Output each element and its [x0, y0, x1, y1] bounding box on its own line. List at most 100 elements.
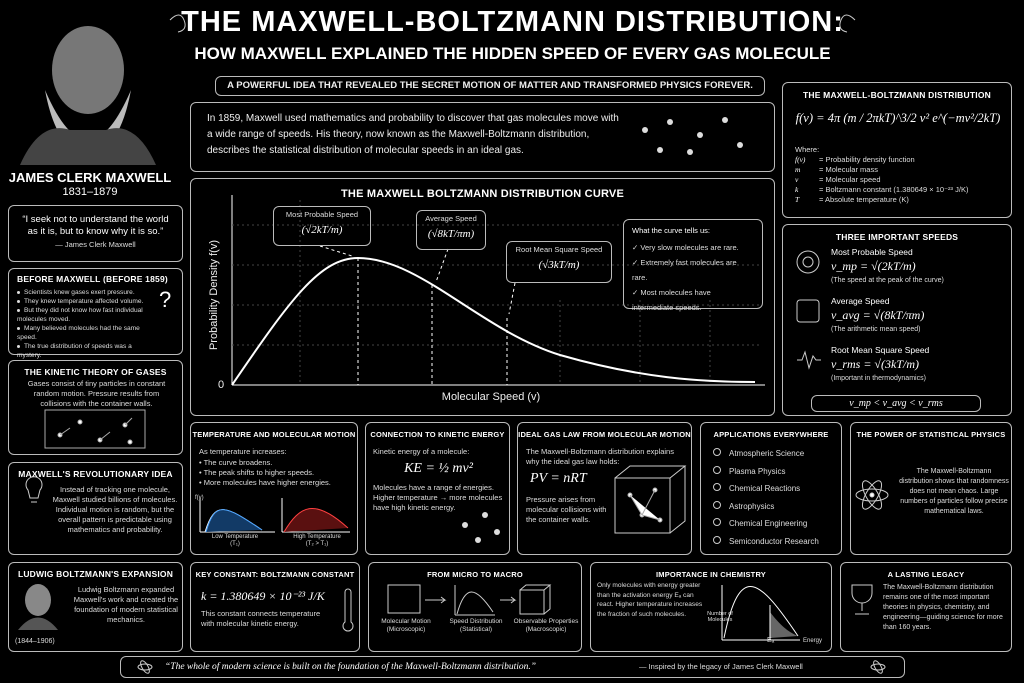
target-icon — [796, 250, 820, 274]
item-text: Semiconductor Research — [729, 536, 819, 546]
step: Observable Properties (Macroscopic) — [511, 618, 581, 634]
annotation: Root Mean Square Speed (√3kT/m) — [506, 241, 612, 283]
list-item: • More molecules have higher energies. — [199, 478, 331, 488]
ideal-gas-text: Pressure arises from molecular collision… — [526, 495, 607, 524]
ludwig-years: (1844–1906) — [15, 638, 55, 645]
step: Molecular Motion (Microscopic) — [371, 618, 441, 634]
item-text: Many believed molecules had the same spe… — [17, 325, 140, 341]
ea-label: Eₐ — [767, 637, 775, 644]
list-item: • The curve broadens. — [199, 458, 331, 468]
micro-box — [387, 584, 421, 614]
icon — [713, 465, 721, 474]
before-list: Scientists knew gases exert pressure. The… — [17, 288, 157, 360]
icon — [713, 500, 721, 509]
chem-curve — [723, 586, 799, 639]
symbol: m — [795, 165, 801, 174]
item-text: Chemical Reactions — [729, 484, 801, 493]
list-item: Chemical Engineering — [713, 515, 819, 533]
meaning: = Molecular speed — [819, 175, 881, 184]
item-text: Atmospheric Science — [729, 449, 805, 458]
legacy-box: A LASTING LEGACY The Maxwell-Boltzmann d… — [840, 562, 1012, 652]
flourish — [169, 14, 186, 33]
icon — [713, 483, 721, 491]
list-item: The true distribution of speeds was a my… — [17, 342, 157, 360]
speed: Average Speed v_avg = √(8kT/πm) (The arith… — [831, 296, 1009, 345]
micro-macro-title: FROM MICRO TO MACRO — [427, 570, 523, 579]
thermometer — [342, 588, 354, 632]
definitions: f(v) = Probability density function m = Mol… — [795, 155, 1010, 205]
bullet — [17, 308, 20, 312]
list-item: But they did not know how fast individua… — [17, 306, 157, 324]
equation: f(v) = 4π (m / 2πkT)^3/2 v² e^(−mv²/2kT) — [795, 111, 1001, 125]
definition: k = Boltzmann constant (1.380649 × 10⁻²³ … — [795, 185, 1010, 195]
arrows — [425, 596, 517, 604]
speeds-title: THREE IMPORTANT SPEEDS — [835, 232, 959, 242]
list-item: Scientists knew gases exert pressure. — [17, 288, 157, 297]
constant-equation: k = 1.380649 × 10⁻²³ J/K — [201, 589, 325, 603]
step-label: Molecular Motion — [381, 618, 431, 625]
notes-list: ✓ Very slow molecules are rare. ✓ Extreme… — [632, 240, 754, 315]
applications-box: APPLICATIONS EVERYWHERE Atmospheric Scie… — [700, 422, 842, 555]
symbol: T — [795, 195, 800, 204]
intro-text: In 1859, Maxwell used mathematics and pr… — [207, 113, 619, 156]
definition: v = Molecular speed — [795, 175, 1010, 185]
definition: f(v) = Probability density function — [795, 155, 1010, 165]
annotation-formula: (√8kT/πm) — [427, 228, 475, 240]
ke-intro: Kinetic energy of a molecule: — [373, 447, 470, 456]
revolution-text: Instead of tracking one molecule, Maxwel… — [52, 485, 178, 534]
meaning: = Absolute temperature (K) — [819, 195, 909, 204]
notes-title: What the curve tells us: — [632, 226, 710, 235]
speed-list: Most Probable Speed v_mp = √(2kT/m) (The s… — [831, 247, 1009, 394]
quote: “I seek not to understand the world as i… — [22, 214, 169, 237]
chemistry-title: IMPORTANCE IN CHEMISTRY — [655, 570, 767, 579]
kinetic-text: Gases consist of tiny particles in const… — [27, 379, 166, 408]
annotation-label: Average Speed — [425, 214, 477, 223]
revolution-title: MAXWELL'S REVOLUTIONARY IDEA — [18, 469, 173, 479]
inequality: v_mp < v_avg < v_rms — [811, 395, 981, 412]
list-item: • The peak shifts to higher speeds. — [199, 468, 331, 478]
before-title: BEFORE MAXWELL (BEFORE 1859) — [17, 274, 168, 284]
curve-title: THE MAXWELL BOLTZMANN DISTRIBUTION CURVE — [341, 188, 624, 200]
annotation-label: Root Mean Square Speed — [515, 245, 603, 254]
high-temp-sub: (T₂ > T₁) — [305, 541, 329, 547]
quote-author: — James Clerk Maxwell — [55, 240, 136, 249]
kinetic-box: THE KINETIC THEORY OF GASES Gases consis… — [8, 360, 183, 455]
chemistry-y-label: Number of Molecules — [707, 611, 733, 623]
ludwig-box: LUDWIG BOLTZMANN'S EXPANSION Ludwig Bolt… — [8, 562, 183, 652]
item-text: Astrophysics — [729, 501, 775, 511]
boltzmann-coat — [18, 617, 58, 630]
legacy-title: A LASTING LEGACY — [887, 570, 965, 579]
annotation: Average Speed (√8kT/πm) — [416, 210, 486, 250]
meaning: = Probability density function — [819, 155, 915, 164]
item-text: Plasma Physics — [729, 466, 786, 476]
temperature-box: TEMPERATURE AND MOLECULAR MOTION As temp… — [190, 422, 358, 555]
step-label: Observable Properties — [513, 618, 579, 625]
ludwig-text: Ludwig Boltzmann expanded Maxwell's work… — [73, 585, 179, 624]
footer-credit: — Inspired by the legacy of James Clerk … — [639, 662, 803, 671]
annotation-label: Most Probable Speed — [285, 210, 359, 219]
speed-name: Most Probable Speed — [831, 247, 913, 257]
speed-formula: v_rms = √(3kT/m) — [831, 357, 920, 371]
container — [44, 409, 146, 449]
icon — [713, 518, 721, 526]
low-temp-label: Low Temperature — [211, 534, 259, 540]
legacy-text: The Maxwell-Boltzmann distribution remai… — [883, 584, 1003, 631]
chemistry-x-label: Energy — [803, 638, 823, 644]
speed-formula: v_mp = √(2kT/m) — [831, 259, 916, 273]
speed-note: (Important in thermodynamics) — [831, 375, 926, 382]
ludwig-title: LUDWIG BOLTZMANN'S EXPANSION — [17, 569, 174, 579]
speeds-box: THREE IMPORTANT SPEEDS Most Probable Spe… — [782, 224, 1012, 416]
ideal-gas-box: IDEAL GAS LAW FROM MOLECULAR MOTION The … — [517, 422, 692, 555]
item-text: Scientists knew gases exert pressure. — [24, 289, 135, 296]
symbol: k — [795, 185, 799, 194]
symbol: f(v) — [795, 155, 806, 164]
kinetic-title: THE KINETIC THEORY OF GASES — [24, 367, 167, 377]
high-temp-axes — [281, 498, 350, 533]
macro-cube — [519, 584, 552, 615]
icon — [713, 448, 721, 456]
molecules — [642, 117, 743, 155]
symbol: v — [795, 175, 799, 184]
atom-icon — [855, 480, 889, 510]
